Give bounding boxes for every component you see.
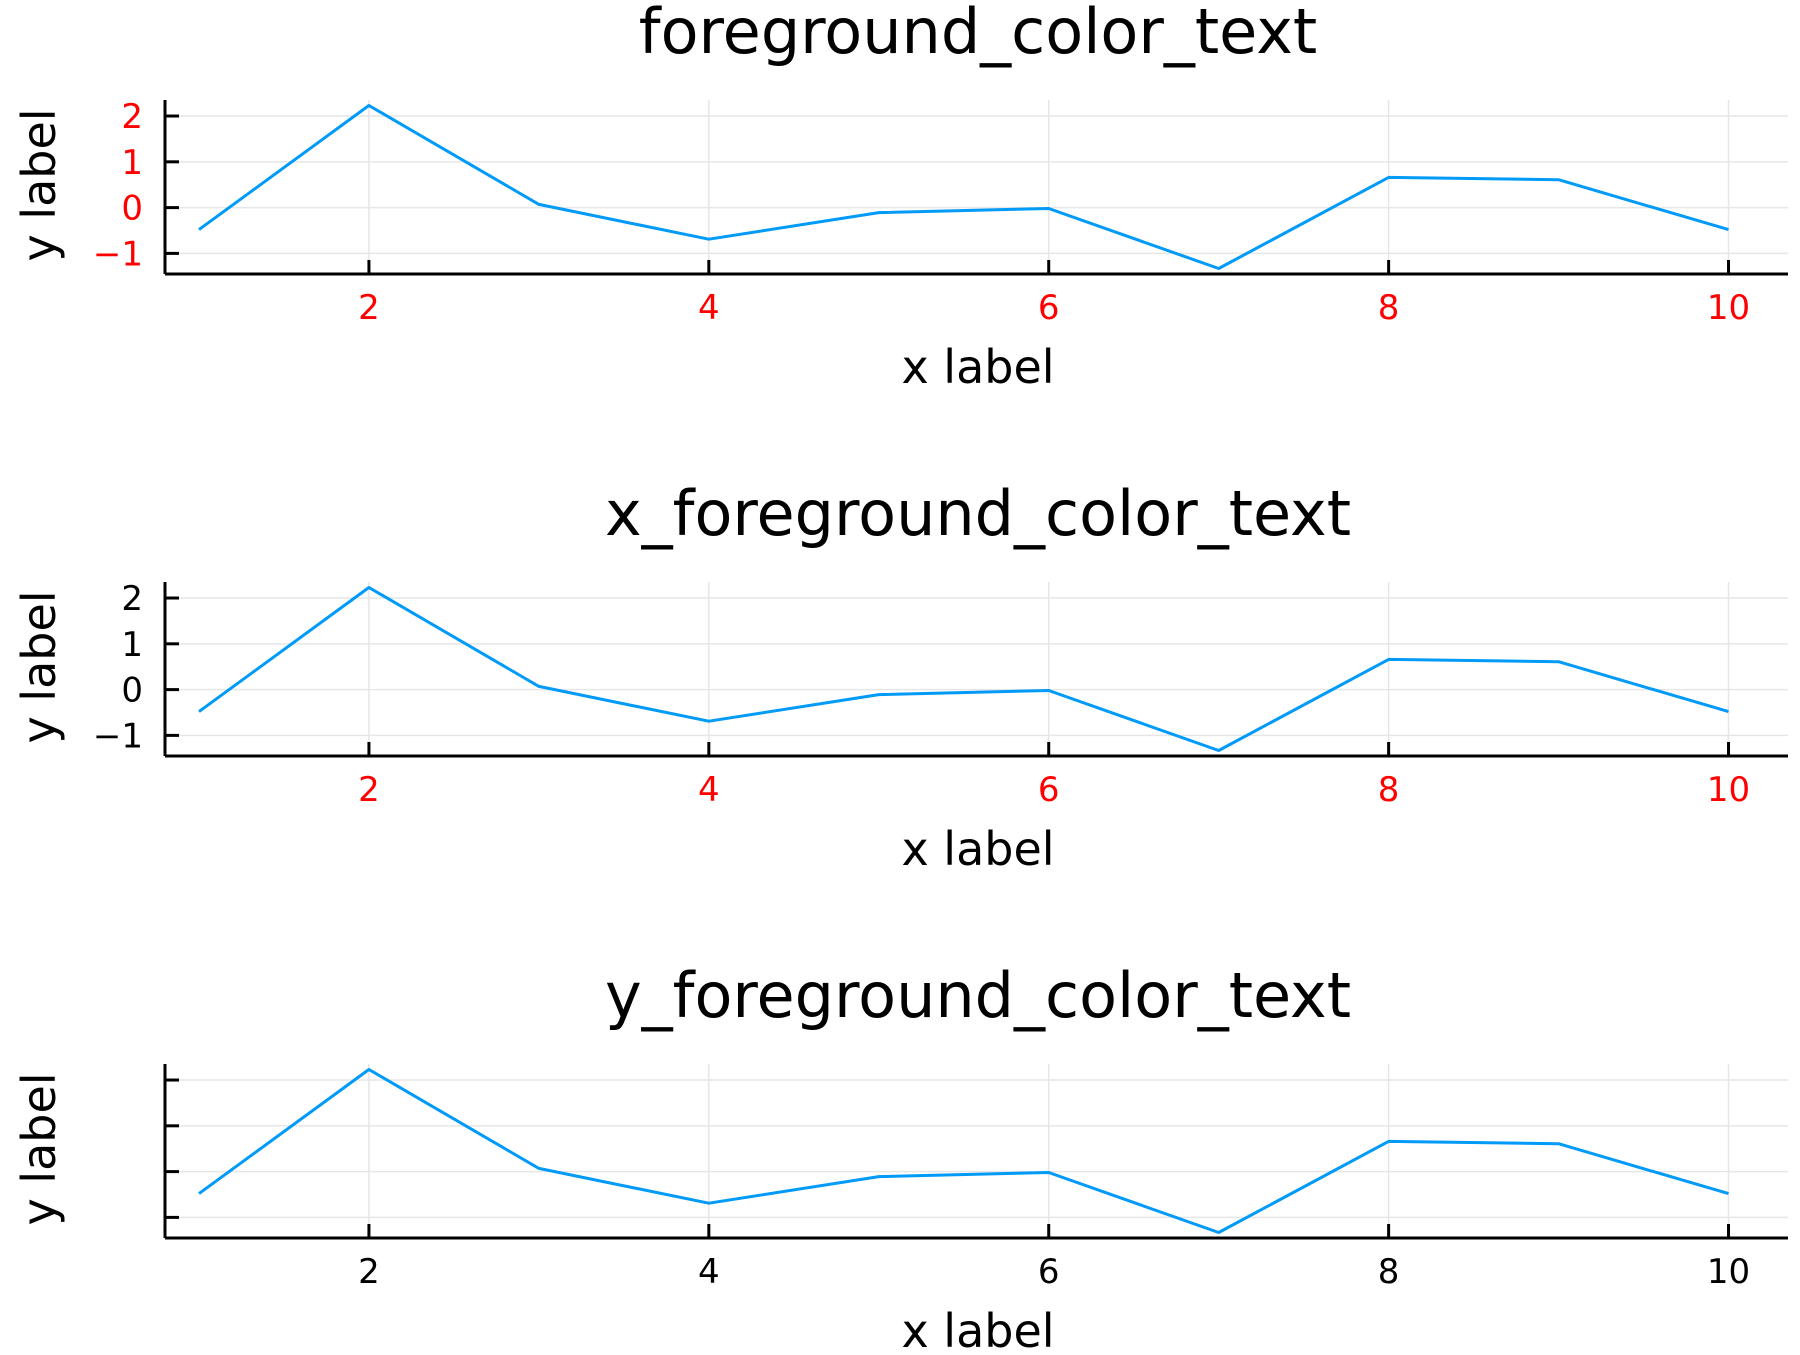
panel-1-xlabel: x label [901, 340, 1054, 394]
panel-3: y_foreground_color_text x label y label … [12, 959, 1788, 1355]
panel-3-plot-area: 2 4 6 8 10 [163, 1064, 1788, 1292]
panel-2-x-tick-label: 6 [1038, 770, 1060, 810]
panel-1-x-tick-label: 8 [1378, 288, 1400, 328]
panel-3-ylabel: y label [12, 1072, 66, 1225]
panel-2-y-tick-label: 1 [121, 625, 143, 665]
panel-3-x-tick-label: 2 [358, 1252, 380, 1292]
panel-2: x_foreground_color_text x label y label … [12, 477, 1788, 876]
panel-1-x-tick-label: 2 [358, 288, 380, 328]
panel-2-ylabel: y label [12, 590, 66, 743]
panel-1-x-tick-label: 4 [698, 288, 720, 328]
panel-3-x-tick-label: 4 [698, 1252, 720, 1292]
panel-3-x-tick-label: 10 [1707, 1252, 1750, 1292]
panel-1: foreground_color_text x label y label 2 4… [12, 0, 1788, 394]
panel-1-y-tick-label: −1 [93, 234, 143, 274]
panel-3-title: y_foreground_color_text [605, 959, 1351, 1032]
panel-2-xlabel: x label [901, 822, 1054, 876]
panel-3-x-tick-label: 8 [1378, 1252, 1400, 1292]
panel-1-x-tick-label: 10 [1707, 288, 1750, 328]
panel-3-x-tick-label: 6 [1038, 1252, 1060, 1292]
panel-2-x-tick-label: 2 [358, 770, 380, 810]
panel-2-series-line [198, 586, 1729, 752]
panel-2-x-tick-label: 4 [698, 770, 720, 810]
panel-1-y-tick-label: 0 [121, 189, 143, 229]
panel-2-x-tick-label: 8 [1378, 770, 1400, 810]
panel-2-y-tick-label: 0 [121, 671, 143, 711]
panel-1-y-tick-label: 1 [121, 143, 143, 183]
panel-3-xlabel: x label [901, 1304, 1054, 1350]
panel-3-series-line [198, 1068, 1729, 1234]
panel-1-x-tick-label: 6 [1038, 288, 1060, 328]
panel-2-x-tick-label: 10 [1707, 770, 1750, 810]
panel-1-series-line [198, 104, 1729, 270]
panel-2-title: x_foreground_color_text [605, 477, 1351, 550]
panel-1-ylabel: y label [12, 108, 66, 261]
panel-2-y-tick-label: 2 [121, 579, 143, 619]
panel-2-y-tick-label: −1 [93, 716, 143, 756]
panel-1-title: foreground_color_text [639, 0, 1317, 68]
panel-1-y-tick-label: 2 [121, 97, 143, 137]
